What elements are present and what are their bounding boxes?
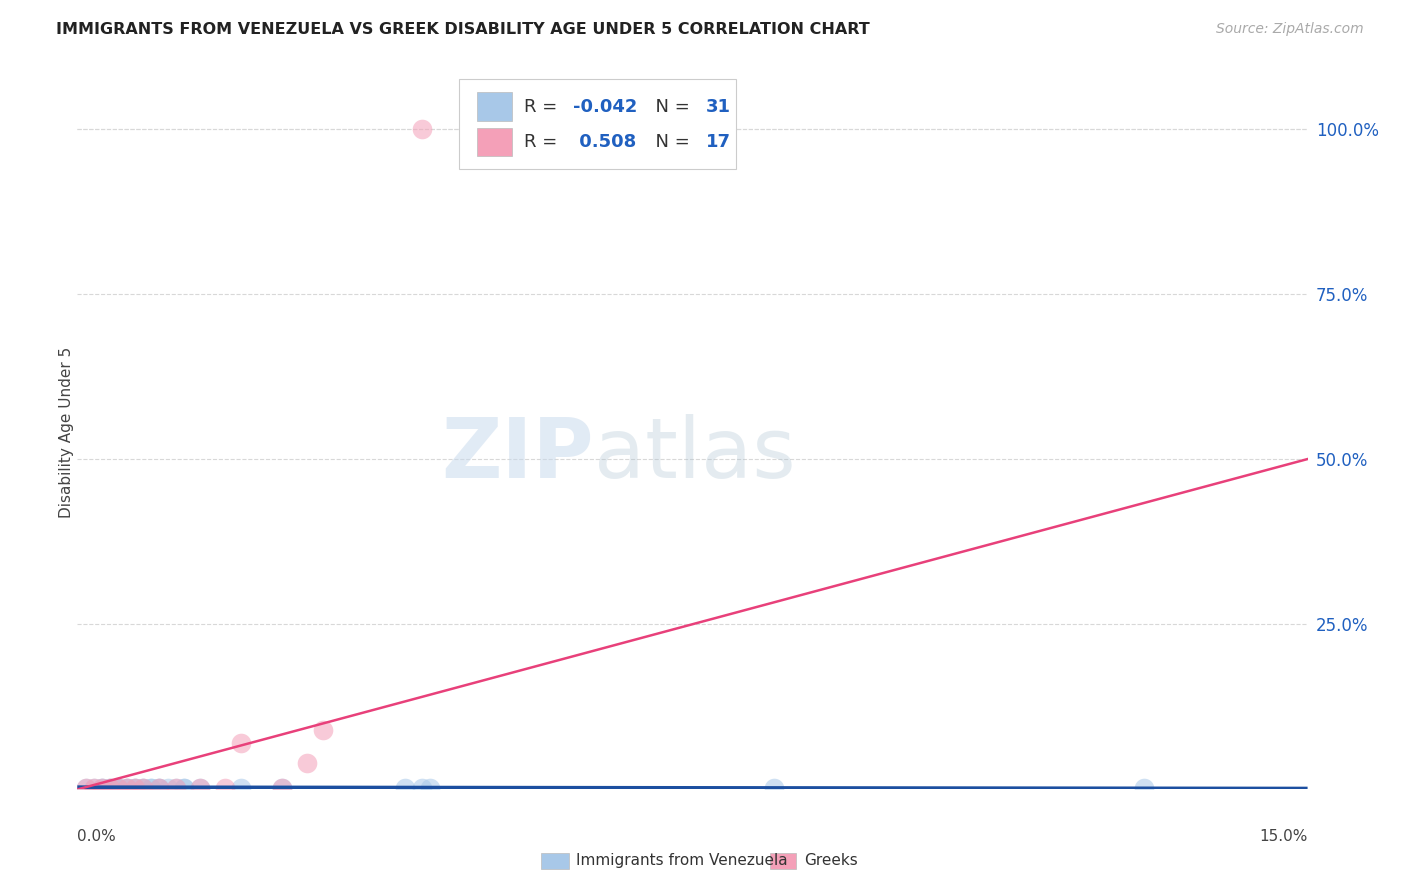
- Point: [312, 723, 335, 737]
- Point: [411, 781, 433, 796]
- Text: 17: 17: [706, 133, 731, 151]
- Point: [156, 781, 179, 796]
- Point: [1132, 781, 1154, 796]
- Point: [141, 781, 163, 796]
- Point: [419, 781, 441, 796]
- Text: ZIP: ZIP: [441, 414, 595, 494]
- Point: [115, 781, 138, 796]
- Point: [107, 781, 129, 796]
- Point: [83, 781, 105, 796]
- Point: [115, 781, 138, 796]
- Text: -0.042: -0.042: [574, 97, 637, 115]
- FancyBboxPatch shape: [477, 128, 512, 156]
- Point: [132, 781, 155, 796]
- Text: N =: N =: [644, 133, 696, 151]
- Point: [231, 781, 253, 796]
- Point: [271, 781, 294, 796]
- Point: [124, 781, 146, 796]
- Text: N =: N =: [644, 97, 696, 115]
- Point: [295, 756, 318, 770]
- FancyBboxPatch shape: [477, 92, 512, 120]
- Point: [188, 781, 212, 796]
- Text: 15.0%: 15.0%: [1260, 829, 1308, 844]
- FancyBboxPatch shape: [458, 79, 735, 169]
- Point: [83, 781, 105, 796]
- Point: [165, 781, 187, 796]
- Point: [98, 781, 121, 796]
- Text: R =: R =: [524, 97, 562, 115]
- Text: atlas: atlas: [595, 414, 796, 494]
- Point: [148, 781, 170, 796]
- Point: [107, 781, 129, 796]
- Text: Greeks: Greeks: [804, 854, 858, 868]
- Point: [411, 121, 433, 136]
- Point: [141, 781, 163, 796]
- Text: IMMIGRANTS FROM VENEZUELA VS GREEK DISABILITY AGE UNDER 5 CORRELATION CHART: IMMIGRANTS FROM VENEZUELA VS GREEK DISAB…: [56, 22, 870, 37]
- Point: [148, 781, 170, 796]
- Point: [75, 781, 97, 796]
- Point: [394, 781, 416, 796]
- Text: Immigrants from Venezuela: Immigrants from Venezuela: [576, 854, 789, 868]
- Point: [75, 781, 97, 796]
- Point: [763, 781, 786, 796]
- Point: [124, 781, 146, 796]
- Point: [98, 781, 121, 796]
- Point: [271, 781, 294, 796]
- Point: [107, 781, 129, 796]
- Point: [115, 781, 138, 796]
- Point: [165, 781, 187, 796]
- Point: [132, 781, 155, 796]
- Text: 31: 31: [706, 97, 731, 115]
- Point: [107, 781, 129, 796]
- Text: R =: R =: [524, 133, 562, 151]
- Point: [188, 781, 212, 796]
- Text: 0.0%: 0.0%: [77, 829, 117, 844]
- Point: [148, 781, 170, 796]
- Point: [132, 781, 155, 796]
- Point: [124, 781, 146, 796]
- Point: [90, 781, 114, 796]
- Text: Source: ZipAtlas.com: Source: ZipAtlas.com: [1216, 22, 1364, 37]
- Point: [90, 781, 114, 796]
- Text: 0.508: 0.508: [574, 133, 637, 151]
- Point: [231, 736, 253, 750]
- Point: [98, 781, 121, 796]
- Point: [214, 781, 236, 796]
- Point: [90, 781, 114, 796]
- Point: [173, 781, 195, 796]
- Y-axis label: Disability Age Under 5: Disability Age Under 5: [59, 347, 73, 518]
- Point: [173, 781, 195, 796]
